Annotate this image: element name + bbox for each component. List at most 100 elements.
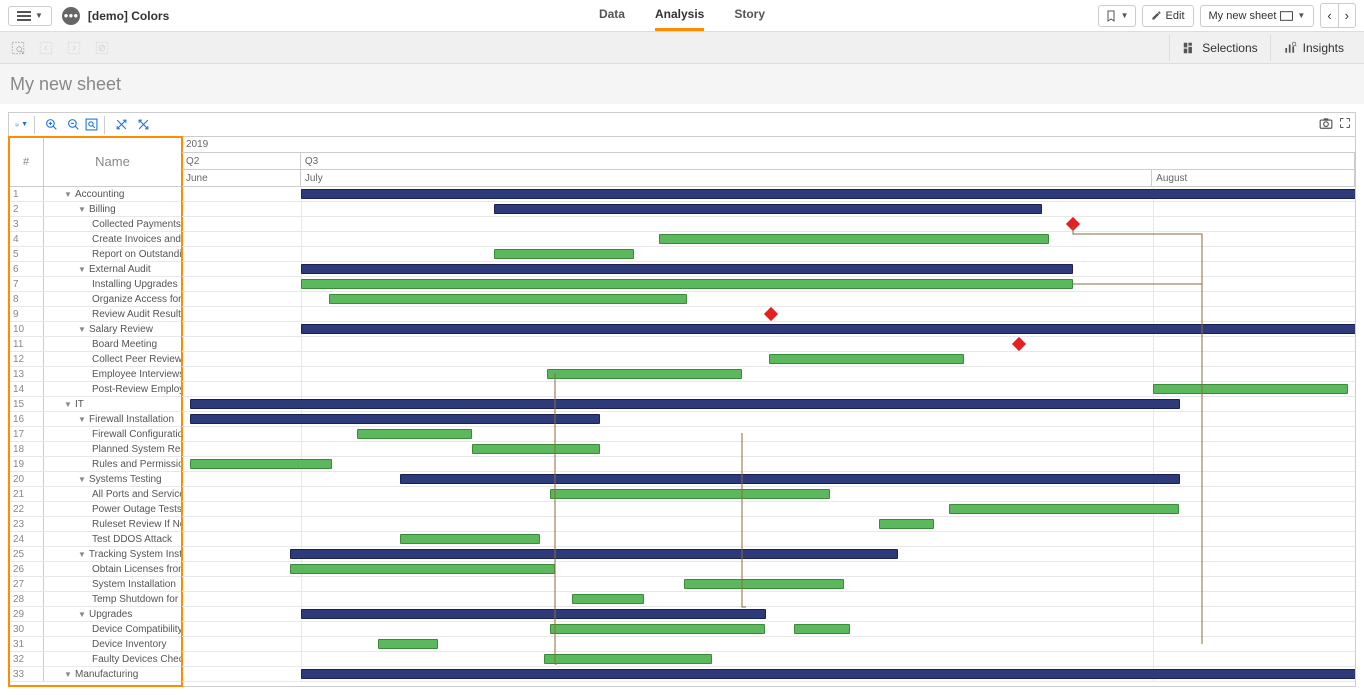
tab-story[interactable]: Story <box>734 0 765 31</box>
task-bar[interactable] <box>684 579 844 589</box>
grid-row[interactable]: 33▼Manufacturing <box>9 667 181 682</box>
print-button[interactable]: ▼ <box>15 116 35 134</box>
step-back-button[interactable] <box>36 38 56 58</box>
expand-icon[interactable]: ▼ <box>78 265 86 274</box>
expand-icon[interactable]: ▼ <box>78 550 86 559</box>
task-bar[interactable] <box>357 429 472 439</box>
grid-row[interactable]: 12Collect Peer Review Data <box>9 352 181 367</box>
expand-icon[interactable]: ▼ <box>78 205 86 214</box>
summary-bar[interactable] <box>494 204 1042 214</box>
grid-row[interactable]: 14Post-Review Employee Int <box>9 382 181 397</box>
expand-icon[interactable]: ▼ <box>78 475 86 484</box>
grid-row[interactable]: 8Organize Access for Extern <box>9 292 181 307</box>
tab-data[interactable]: Data <box>599 0 625 31</box>
task-bar[interactable] <box>190 459 332 469</box>
zoom-fit-button[interactable] <box>85 116 105 134</box>
snapshot-button[interactable] <box>1319 117 1333 132</box>
expand-icon[interactable]: ▼ <box>64 400 72 409</box>
grid-row[interactable]: 29▼Upgrades <box>9 607 181 622</box>
collapse-all-button[interactable] <box>133 116 153 134</box>
zoom-in-button[interactable] <box>41 116 61 134</box>
grid-row[interactable]: 11Board Meeting <box>9 337 181 352</box>
task-bar[interactable] <box>572 594 644 604</box>
edit-button[interactable]: Edit <box>1142 5 1194 27</box>
grid-row[interactable]: 31Device Inventory <box>9 637 181 652</box>
task-bar[interactable] <box>547 369 742 379</box>
expand-icon[interactable]: ▼ <box>64 670 72 679</box>
bookmark-button[interactable]: ▼ <box>1098 5 1136 27</box>
summary-bar[interactable] <box>190 399 1180 409</box>
step-forward-button[interactable] <box>64 38 84 58</box>
grid-row[interactable]: 10▼Salary Review <box>9 322 181 337</box>
zoom-out-button[interactable] <box>63 116 83 134</box>
milestone[interactable] <box>1012 337 1026 351</box>
summary-bar[interactable] <box>301 669 1355 679</box>
grid-row[interactable]: 13Employee Interviews <box>9 367 181 382</box>
task-bar[interactable] <box>290 564 555 574</box>
grid-row[interactable]: 18Planned System Restart <box>9 442 181 457</box>
grid-row[interactable]: 5Report on Outstanding Co <box>9 247 181 262</box>
summary-bar[interactable] <box>301 264 1073 274</box>
expand-icon[interactable]: ▼ <box>78 325 86 334</box>
grid-row[interactable]: 21All Ports and Services Test <box>9 487 181 502</box>
grid-row[interactable]: 3Collected Payments Revie <box>9 217 181 232</box>
menu-button[interactable]: ▼ <box>8 6 52 26</box>
summary-bar[interactable] <box>301 324 1355 334</box>
sheet-selector[interactable]: My new sheet ▼ <box>1200 5 1315 27</box>
expand-icon[interactable]: ▼ <box>78 415 86 424</box>
grid-row[interactable]: 26Obtain Licenses from the V <box>9 562 181 577</box>
prev-sheet-button[interactable]: ‹ <box>1320 3 1337 28</box>
grid-row[interactable]: 15▼IT <box>9 397 181 412</box>
grid-row[interactable]: 19Rules and Permissions Aud <box>9 457 181 472</box>
task-bar[interactable] <box>794 624 850 634</box>
expand-all-button[interactable] <box>111 116 131 134</box>
grid-row[interactable]: 2▼Billing <box>9 202 181 217</box>
grid-row[interactable]: 25▼Tracking System Installatio <box>9 547 181 562</box>
grid-row[interactable]: 28Temp Shutdown for IT Aud <box>9 592 181 607</box>
summary-bar[interactable] <box>290 549 898 559</box>
clear-selections-button[interactable] <box>92 38 112 58</box>
task-bar[interactable] <box>472 444 600 454</box>
summary-bar[interactable] <box>301 189 1355 199</box>
grid-row[interactable]: 9Review Audit Results <box>9 307 181 322</box>
task-bar[interactable] <box>301 279 1073 289</box>
fullscreen-button[interactable] <box>1339 117 1351 132</box>
grid-row[interactable]: 4Create Invoices and Send t <box>9 232 181 247</box>
task-bar[interactable] <box>550 624 765 634</box>
milestone[interactable] <box>764 307 778 321</box>
grid-row[interactable]: 17Firewall Configuration <box>9 427 181 442</box>
tab-analysis[interactable]: Analysis <box>655 0 704 31</box>
insights-panel-button[interactable]: Insights <box>1270 35 1356 61</box>
grid-row[interactable]: 20▼Systems Testing <box>9 472 181 487</box>
grid-row[interactable]: 24Test DDOS Attack <box>9 532 181 547</box>
summary-bar[interactable] <box>400 474 1180 484</box>
grid-row[interactable]: 22Power Outage Tests <box>9 502 181 517</box>
grid-row[interactable]: 6▼External Audit <box>9 262 181 277</box>
task-bar[interactable] <box>329 294 687 304</box>
task-bar[interactable] <box>544 654 712 664</box>
task-bar[interactable] <box>659 234 1049 244</box>
grid-row[interactable]: 32Faulty Devices Check <box>9 652 181 667</box>
selections-panel-button[interactable]: Selections <box>1169 35 1269 61</box>
next-sheet-button[interactable]: › <box>1338 3 1356 28</box>
task-bar[interactable] <box>769 354 964 364</box>
task-bar[interactable] <box>378 639 438 649</box>
grid-row[interactable]: 16▼Firewall Installation <box>9 412 181 427</box>
grid-row[interactable]: 7Installing Upgrades <box>9 277 181 292</box>
task-bar[interactable] <box>550 489 830 499</box>
milestone[interactable] <box>1066 217 1080 231</box>
task-bar[interactable] <box>494 249 634 259</box>
task-bar[interactable] <box>949 504 1179 514</box>
summary-bar[interactable] <box>301 609 766 619</box>
grid-row[interactable]: 30Device Compatibility Revie <box>9 622 181 637</box>
task-bar[interactable] <box>879 519 934 529</box>
grid-row[interactable]: 1▼Accounting <box>9 187 181 202</box>
task-bar[interactable] <box>400 534 540 544</box>
task-bar[interactable] <box>1153 384 1348 394</box>
grid-row[interactable]: 27System Installation <box>9 577 181 592</box>
expand-icon[interactable]: ▼ <box>64 190 72 199</box>
summary-bar[interactable] <box>190 414 600 424</box>
smart-search-button[interactable] <box>8 38 28 58</box>
expand-icon[interactable]: ▼ <box>78 610 86 619</box>
grid-row[interactable]: 23Ruleset Review If Needed <box>9 517 181 532</box>
